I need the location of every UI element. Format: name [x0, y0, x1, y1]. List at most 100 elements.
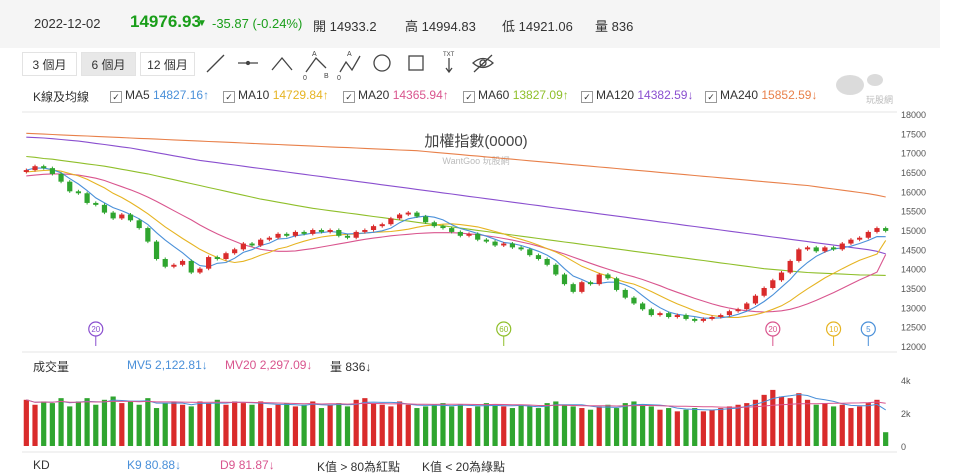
candle-body — [162, 259, 168, 267]
candle-body — [275, 233, 281, 238]
range-6m-button[interactable]: 6 個月 — [81, 52, 136, 76]
volume-bar — [84, 398, 90, 446]
candle-body — [744, 303, 750, 310]
volume-bar — [761, 394, 767, 446]
candle-body — [206, 257, 212, 269]
candle-body — [527, 249, 533, 256]
legend-item-ma5[interactable]: ✓ MA5 14827.16↑ — [110, 88, 209, 103]
volume-bar — [874, 399, 880, 446]
candle-body — [492, 241, 498, 246]
checkbox-icon[interactable]: ✓ — [110, 91, 122, 103]
volume-bar — [700, 411, 706, 446]
volume-bar — [327, 404, 333, 446]
candle-body — [883, 228, 889, 231]
price-tick-label: 14000 — [901, 265, 926, 275]
candle-body — [561, 274, 568, 285]
candle-body — [49, 168, 55, 174]
volume-bar — [475, 406, 481, 446]
candle-body — [553, 264, 559, 275]
candle-body — [874, 228, 880, 232]
candle-body — [379, 224, 385, 227]
candle-body — [796, 249, 802, 261]
volume-bar — [258, 401, 264, 446]
volume-bar — [561, 404, 568, 446]
candle-body — [865, 231, 871, 238]
candle-body — [735, 309, 741, 312]
volume-bar — [127, 401, 134, 446]
candle-body — [258, 239, 264, 246]
candle-body — [84, 193, 90, 203]
ma-cross-marker[interactable] — [825, 321, 842, 337]
candle-body — [674, 315, 680, 317]
volume-bar — [813, 404, 819, 446]
volume-bar — [744, 403, 750, 446]
candle-body — [58, 173, 64, 182]
volume-bar — [535, 408, 542, 446]
checkbox-icon[interactable]: ✓ — [223, 91, 235, 103]
volume-bar — [110, 396, 116, 446]
candle-body — [388, 218, 394, 225]
volume-bar — [657, 409, 663, 446]
candle-body — [613, 278, 620, 290]
candle-body — [770, 280, 776, 288]
volume-bar — [206, 403, 212, 446]
candle-body — [813, 247, 819, 252]
ma-cross-marker-label: 20 — [91, 325, 100, 334]
legend-item-ma60[interactable]: ✓ MA60 13827.09↑ — [463, 88, 569, 103]
kd-note-red: K值 > 80為紅點 — [317, 460, 401, 474]
volume-bar — [58, 398, 64, 446]
candle-body — [292, 231, 299, 236]
range-3m-button[interactable]: 3 個月 — [22, 52, 77, 76]
volume-bar — [153, 408, 160, 446]
candle-body — [535, 255, 542, 259]
legend-title: K線及均線 — [33, 90, 90, 104]
volume-bar — [23, 399, 29, 446]
candle-body — [640, 303, 646, 310]
volume-bar — [613, 408, 620, 446]
candle-body — [266, 237, 272, 240]
candle-body — [153, 241, 160, 259]
ma-cross-marker[interactable] — [860, 321, 876, 337]
candle-body — [466, 233, 472, 236]
volume-bar — [752, 399, 759, 446]
checkbox-icon[interactable]: ✓ — [705, 91, 717, 103]
price-tick-label: 12000 — [901, 342, 926, 352]
legend-item-ma120[interactable]: ✓ MA120 14382.59↓ — [581, 88, 693, 103]
candle-body — [570, 284, 576, 292]
watermark-subtitle: WantGoo 玩股網 — [442, 155, 509, 166]
volume-bar — [631, 401, 637, 446]
volume-tick-label: 4k — [901, 376, 911, 386]
volume-bar — [683, 409, 689, 446]
d9-label: D9 81.87↓ — [220, 458, 275, 472]
checkbox-icon[interactable]: ✓ — [581, 91, 593, 103]
ma-cross-marker[interactable] — [765, 321, 781, 337]
volume-bar — [32, 404, 38, 446]
ma-cross-marker[interactable] — [88, 321, 104, 337]
volume-bar — [162, 403, 168, 446]
volume-bar — [492, 404, 498, 446]
candle-body — [440, 226, 446, 229]
chart-title: 加權指數(0000) — [424, 133, 527, 150]
ma-cross-marker-label: 20 — [768, 325, 777, 334]
candle-body — [284, 233, 290, 236]
volume-bar — [396, 401, 403, 446]
legend-item-ma240[interactable]: ✓ MA240 15852.59↓ — [705, 88, 817, 103]
range-12m-button[interactable]: 12 個月 — [140, 52, 195, 76]
checkbox-icon[interactable]: ✓ — [463, 91, 475, 103]
legend-item-ma10[interactable]: ✓ MA10 14729.84↑ — [223, 88, 329, 103]
candle-body — [622, 289, 628, 298]
checkbox-icon[interactable]: ✓ — [343, 91, 355, 103]
candle-body — [657, 313, 663, 316]
volume-bar — [830, 406, 837, 446]
quote-volume: 量 836 — [595, 19, 634, 34]
kd-note-green: K值 < 20為綠點 — [422, 460, 506, 474]
price-tick-label: 17000 — [901, 149, 926, 159]
quote-low: 低 14921.06 — [502, 19, 573, 34]
ma-cross-marker[interactable] — [496, 321, 512, 337]
candle-body — [579, 282, 585, 292]
candle-body — [449, 228, 455, 232]
volume-bar — [553, 401, 559, 446]
volume-bar — [770, 389, 776, 446]
legend-item-ma20[interactable]: ✓ MA20 14365.94↑ — [343, 88, 449, 103]
